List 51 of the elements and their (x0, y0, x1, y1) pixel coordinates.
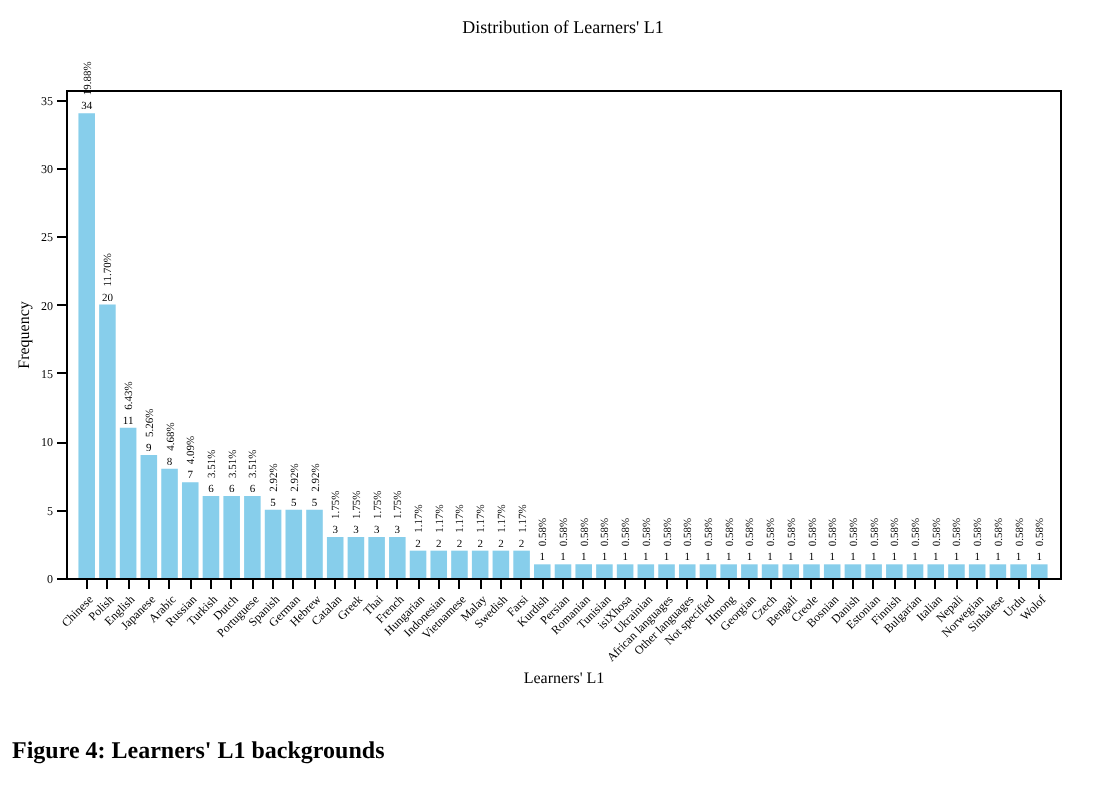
bar (803, 564, 820, 578)
bar (223, 495, 240, 578)
bar (927, 564, 945, 578)
bar (161, 468, 178, 578)
bar (306, 509, 323, 578)
bar (78, 113, 95, 578)
bar (761, 564, 779, 578)
bar (389, 536, 406, 578)
bar (326, 536, 344, 578)
x-axis-title: Learners' L1 (523, 669, 605, 688)
caption: Figure 4: Learners' L1 backgrounds (12, 736, 385, 764)
bar (471, 550, 489, 578)
bar (347, 536, 365, 578)
bar (430, 550, 448, 578)
bar (492, 550, 510, 578)
bar (451, 550, 468, 578)
bar (699, 564, 717, 578)
bar (616, 564, 634, 578)
bar (119, 427, 137, 578)
bar (823, 564, 841, 578)
bar (1031, 564, 1048, 578)
bar (865, 564, 882, 578)
bar (906, 564, 924, 578)
bar (678, 564, 696, 578)
bar (181, 482, 199, 578)
bar (409, 550, 427, 578)
bar (513, 550, 530, 578)
bar (140, 454, 158, 578)
bar (596, 564, 613, 578)
bar (782, 564, 800, 578)
chart-title: Distribution of Learners' L1 (462, 17, 664, 38)
bar (658, 564, 675, 578)
bar (948, 564, 965, 578)
bar (285, 509, 303, 578)
bar (844, 564, 862, 578)
y-axis-title: Frequency (15, 301, 33, 369)
bar (886, 564, 903, 578)
bar (244, 495, 261, 578)
bar (637, 564, 655, 578)
bar (264, 509, 282, 578)
bar (554, 564, 572, 578)
bar (741, 564, 758, 578)
bar (720, 564, 737, 578)
bar (1010, 564, 1027, 578)
bar (575, 564, 592, 578)
bar (99, 304, 116, 578)
bar (202, 495, 220, 578)
bar (534, 564, 551, 578)
bar (368, 536, 385, 578)
bar (989, 564, 1007, 578)
bar (968, 564, 986, 578)
